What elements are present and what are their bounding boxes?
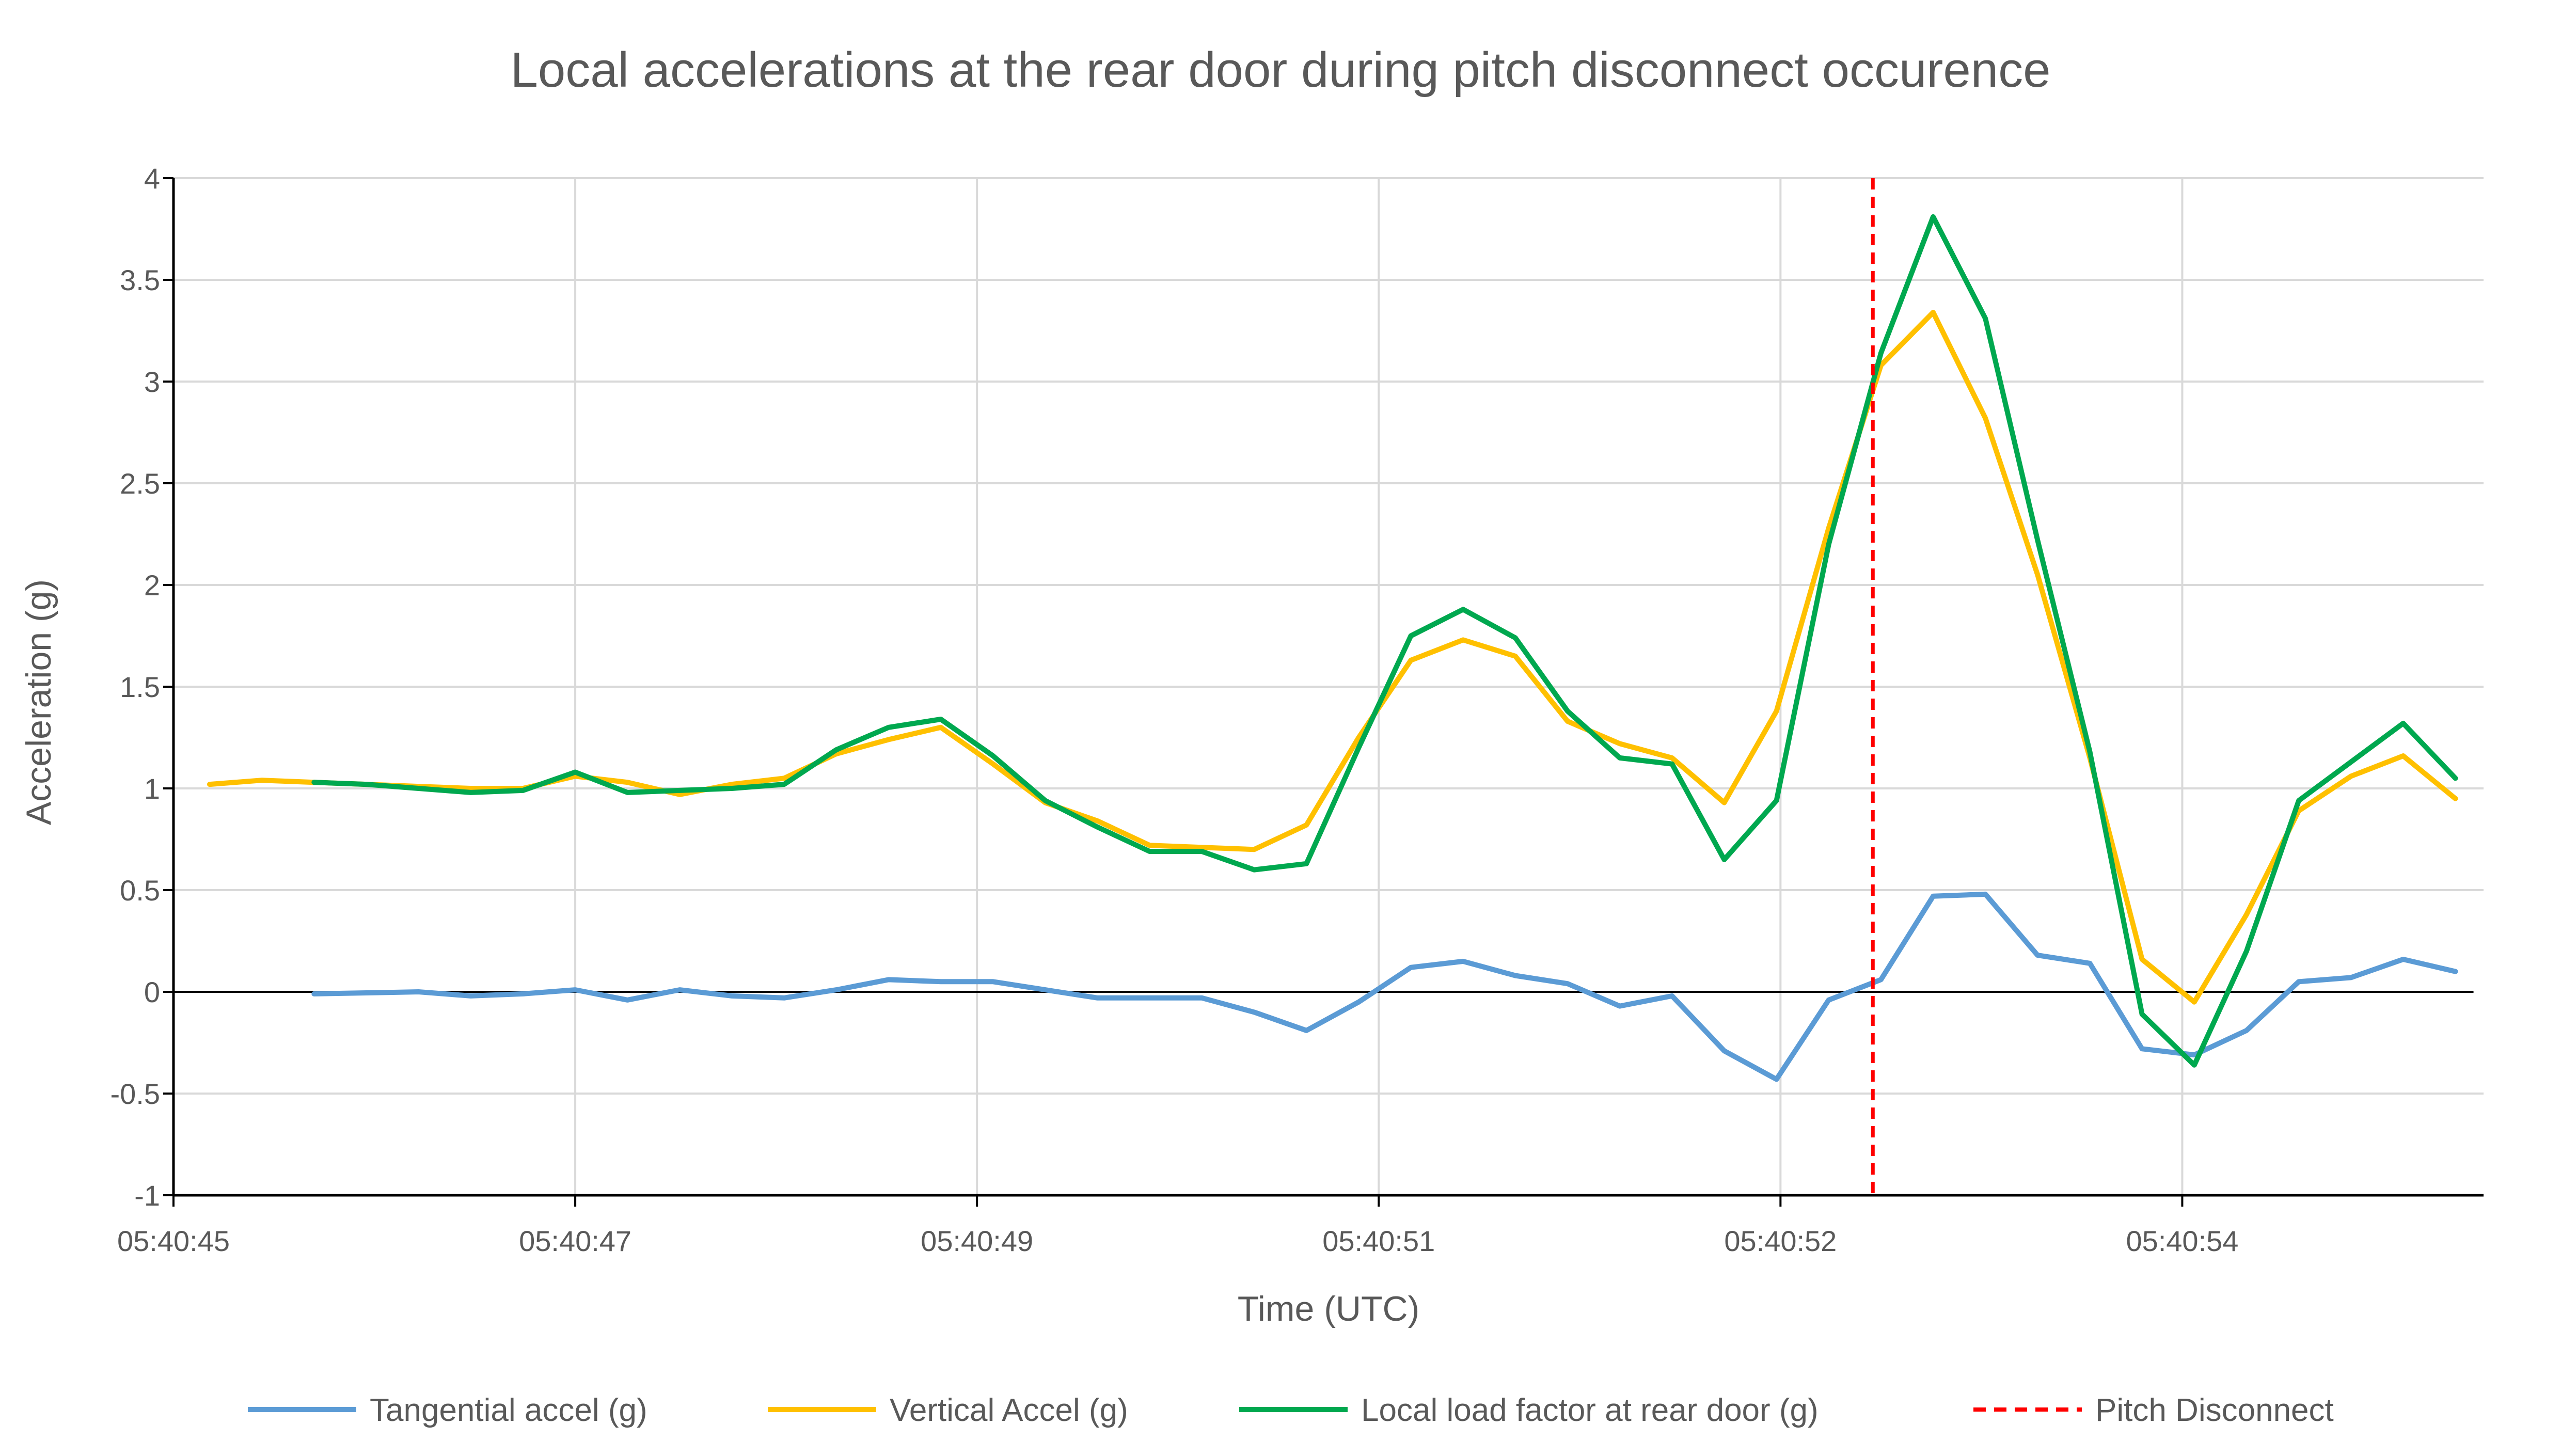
x-tick-label: 05:40:54 <box>2126 1225 2238 1257</box>
chart-title: Local accelerations at the rear door dur… <box>510 42 2050 98</box>
y-tick-label: 1 <box>144 772 160 805</box>
x-axis-title: Time (UTC) <box>1238 1289 1420 1328</box>
legend-item-pitch-disconnect: Pitch Disconnect <box>1973 1392 2334 1428</box>
x-tick-label: 05:40:47 <box>519 1225 631 1257</box>
y-tick-label: 0.5 <box>120 874 160 907</box>
legend-label: Local load factor at rear door (g) <box>1361 1392 1819 1428</box>
y-tick-label: 2 <box>144 569 160 602</box>
y-tick-label: 4 <box>144 162 160 195</box>
legend-label: Pitch Disconnect <box>2095 1392 2334 1428</box>
series-line-tangential-accel-g <box>311 891 2458 1082</box>
x-tick-label: 05:40:51 <box>1322 1225 1435 1257</box>
x-tick-label: 05:40:45 <box>117 1225 230 1257</box>
y-tick-label: -0.5 <box>110 1078 161 1110</box>
y-tick-label: 3.5 <box>120 264 160 296</box>
y-tick-label: 0 <box>144 976 160 1008</box>
y-tick-label: 2.5 <box>120 467 160 500</box>
gridlines <box>173 177 2484 1196</box>
series-lines <box>207 214 2458 1082</box>
legend: Tangential accel (g) Vertical Accel (g) Lo… <box>248 1392 2334 1428</box>
axes <box>163 177 2484 1207</box>
x-tick-label: 05:40:49 <box>921 1225 1033 1257</box>
y-tick-label: 1.5 <box>120 671 160 703</box>
legend-label: Tangential accel (g) <box>370 1392 647 1428</box>
y-tick-label: 3 <box>144 366 160 398</box>
y-tick-label: -1 <box>134 1179 160 1212</box>
tick-labels: -1 -0.5 0 0.5 1 1.5 2 2.5 3 3.5 4 05:40:45 05:40:47 0… <box>110 162 2239 1257</box>
legend-label: Vertical Accel (g) <box>890 1392 1128 1428</box>
legend-item-vertical-accel-g: Vertical Accel (g) <box>768 1392 1128 1428</box>
y-axis-title: Acceleration (g) <box>19 579 58 825</box>
series-line-local-load-factor-at-rear-door-g <box>311 214 2458 1068</box>
legend-item-local-load-factor-at-rear-door-g: Local load factor at rear door (g) <box>1239 1392 1819 1428</box>
legend-item-tangential-accel-g: Tangential accel (g) <box>248 1392 647 1428</box>
x-tick-label: 05:40:52 <box>1724 1225 1837 1257</box>
